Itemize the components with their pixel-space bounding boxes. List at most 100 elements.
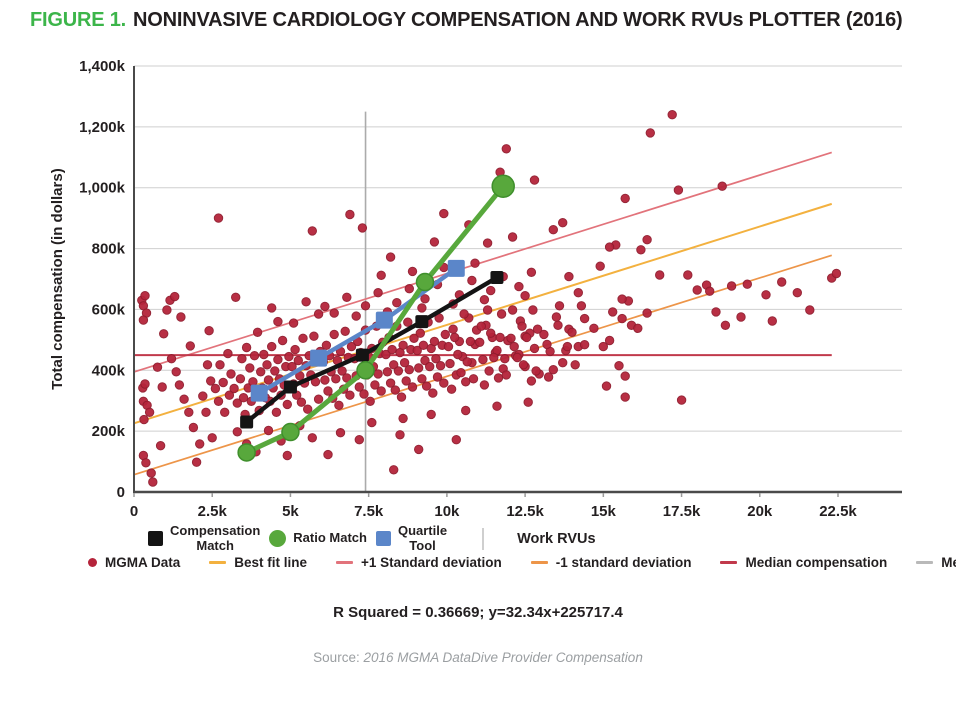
mgma-data-point	[309, 331, 319, 341]
mgma-data-point	[307, 433, 317, 443]
mgma-data-point	[342, 292, 352, 302]
mgma-data-point	[288, 318, 299, 328]
mgma-data-point	[501, 144, 511, 154]
mgma-data-point	[139, 414, 149, 425]
marker-ratio-match	[237, 443, 256, 462]
mgma-data-point	[412, 345, 422, 356]
mgma-data-point	[270, 366, 280, 376]
mgma-data-point	[767, 316, 777, 326]
marker-quartile-tool	[375, 311, 393, 329]
mgma-data-point	[570, 360, 580, 370]
mgma-data-point	[140, 291, 150, 301]
mgma-data-point	[256, 367, 266, 377]
mgma-data-point	[761, 290, 771, 300]
plus-1-std-line	[133, 151, 832, 373]
mgma-data-point	[398, 413, 408, 424]
compensation-rvu-scatter-chart: 0 200k 400k 600k 800k 1,000k 1,200k 1,400k 0 2.5k…	[49, 58, 902, 520]
mgma-data-point	[595, 261, 605, 271]
mgma-data-point	[220, 407, 230, 417]
mgma-data-point	[601, 381, 612, 391]
marker-compensation-match	[490, 270, 504, 284]
mgma-data-point	[451, 435, 461, 445]
mgma-data-point	[337, 366, 347, 376]
y-tick-label: 1,200k	[79, 119, 126, 136]
mgma-data-point	[459, 309, 469, 319]
mgma-data-point	[396, 392, 407, 402]
mgma-data-point	[564, 271, 574, 282]
y-tick-label: 1,000k	[79, 180, 126, 197]
mgma-data-point	[509, 341, 519, 352]
y-tick-label: 0	[117, 484, 125, 501]
marker-quartile-tool	[447, 259, 465, 277]
mgma-data-point	[293, 355, 303, 366]
mgma-data-point	[218, 377, 228, 388]
mgma-data-point	[245, 363, 255, 373]
mgma-data-point	[573, 288, 583, 298]
x-axis-label: Work RVUs	[517, 530, 596, 547]
y-tick-label: 800k	[92, 241, 126, 258]
mgma-data-point	[439, 208, 449, 219]
mgma-data-point	[395, 430, 405, 440]
mgma-data-point	[403, 317, 413, 327]
mgma-data-point	[420, 294, 430, 304]
mgma-data-point	[155, 441, 166, 451]
legend-item-1-standard-deviation: -1 standard deviation	[530, 555, 691, 570]
mgma-data-point	[263, 425, 274, 436]
mgma-data-point	[184, 407, 194, 417]
mgma-data-point	[439, 378, 449, 388]
mgma-data-point	[440, 329, 450, 340]
mgma-data-point	[385, 378, 396, 388]
mgma-data-point	[346, 341, 357, 352]
mgma-data-point	[420, 355, 430, 366]
mgma-data-point	[495, 332, 505, 343]
series-ratio-match	[237, 174, 515, 462]
mgma-data-point	[548, 365, 558, 375]
best-fit-line-line-swatch-icon	[209, 561, 227, 564]
mgma-data-point	[170, 291, 180, 302]
legend-item-quartile-tool: Quartile Tool	[375, 523, 448, 553]
legend-item-median-compensation: Median compensation	[720, 555, 887, 570]
mgma-data-point	[614, 361, 624, 371]
mgma-data-point	[512, 352, 522, 363]
mgma-data-point	[445, 358, 455, 369]
marker-compensation-match	[283, 380, 297, 394]
mgma-data-point	[148, 477, 158, 487]
mgma-data-point	[484, 366, 494, 376]
1-standard-deviation-line-swatch-icon	[530, 561, 548, 564]
mgma-data-point	[645, 128, 655, 138]
mgma-data-point	[370, 380, 380, 390]
mgma-data-point	[146, 468, 156, 478]
mgma-data-point	[323, 449, 333, 460]
mgma-data-point	[461, 377, 471, 387]
mgma-data-point	[514, 281, 524, 292]
y-tick-label: 200k	[92, 423, 126, 440]
mgma-scatter-points	[137, 110, 842, 487]
mgma-data-point	[425, 361, 435, 372]
mgma-data-point	[633, 323, 643, 333]
mgma-data-point	[389, 360, 399, 370]
mgma-data-point	[138, 315, 149, 325]
mgma-data-point	[805, 305, 815, 315]
mgma-data-point	[159, 329, 169, 339]
mgma-data-point	[673, 185, 684, 195]
legend-label: Compensation Match	[170, 523, 261, 553]
mgma-data-point	[202, 360, 213, 370]
mgma-data-point	[340, 326, 350, 336]
mgma-data-point	[831, 268, 842, 279]
compensation-match-square-icon	[148, 531, 163, 547]
mgma-data-point	[387, 344, 397, 355]
y-tick-label: 400k	[92, 362, 126, 379]
legend-label: Quartile Tool	[397, 523, 448, 553]
mgma-data-point	[470, 258, 480, 268]
mgma-data-point	[213, 396, 224, 406]
mgma-data-point	[655, 270, 665, 280]
mgma-data-point	[259, 349, 269, 360]
mgma-data-point	[354, 382, 364, 392]
x-tick-label: 0	[130, 503, 138, 520]
mgma-data-point	[277, 335, 288, 346]
mgma-data-point	[320, 375, 330, 385]
mgma-data-point	[414, 444, 424, 455]
mgma-data-point	[418, 340, 429, 350]
mgma-data-point	[558, 218, 568, 228]
mgma-data-point	[342, 373, 352, 383]
